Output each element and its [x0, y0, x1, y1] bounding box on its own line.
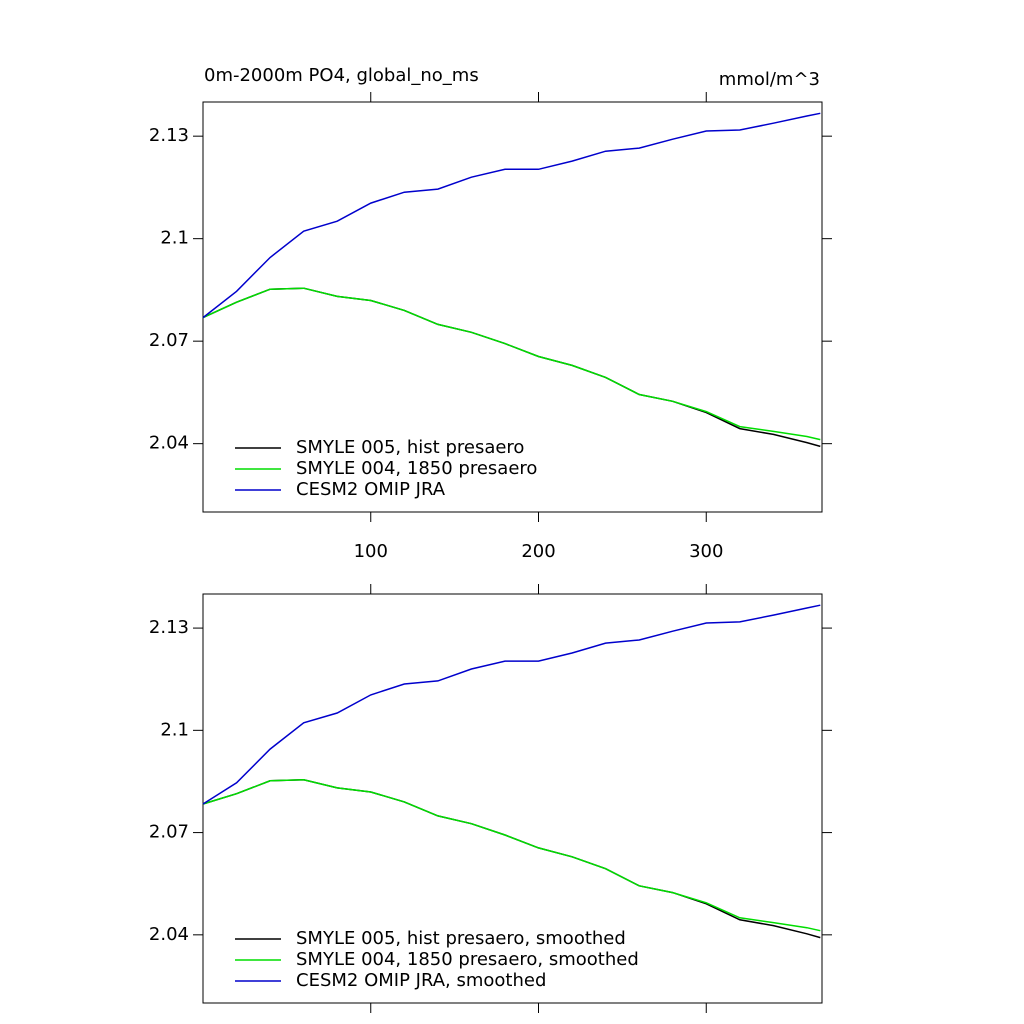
series-line: [202, 287, 821, 441]
legend-label: CESM2 OMIP JRA: [296, 479, 446, 500]
plot-frame: [202, 101, 823, 513]
y-tick-label: 2.04: [149, 433, 189, 454]
legend-label: SMYLE 004, 1850 presaero: [296, 458, 537, 479]
y-tick-label: 2.1: [160, 719, 189, 740]
legend-label: SMYLE 005, hist presaero, smoothed: [296, 928, 626, 949]
chart-title: 0m-2000m PO4, global_no_ms: [204, 65, 479, 86]
x-tick-label: 200: [521, 541, 555, 562]
y-tick-label: 2.04: [149, 924, 189, 945]
units-label: mmol/m^3: [719, 69, 820, 90]
series-line: [202, 604, 821, 805]
x-tick-label: 300: [689, 541, 723, 562]
legend-label: SMYLE 005, hist presaero: [296, 437, 524, 458]
plot-frame: [202, 593, 823, 1004]
y-tick-label: 2.07: [149, 330, 189, 351]
x-tick-label: 100: [354, 541, 388, 562]
y-tick-label: 2.1: [160, 228, 189, 249]
y-tick-label: 2.07: [149, 822, 189, 843]
series-line: [202, 112, 821, 319]
series-line: [202, 779, 821, 932]
legend-label: SMYLE 004, 1850 presaero, smoothed: [296, 949, 639, 970]
y-tick-label: 2.13: [149, 617, 189, 638]
y-tick-label: 2.13: [149, 125, 189, 146]
legend-label: CESM2 OMIP JRA, smoothed: [296, 970, 546, 991]
